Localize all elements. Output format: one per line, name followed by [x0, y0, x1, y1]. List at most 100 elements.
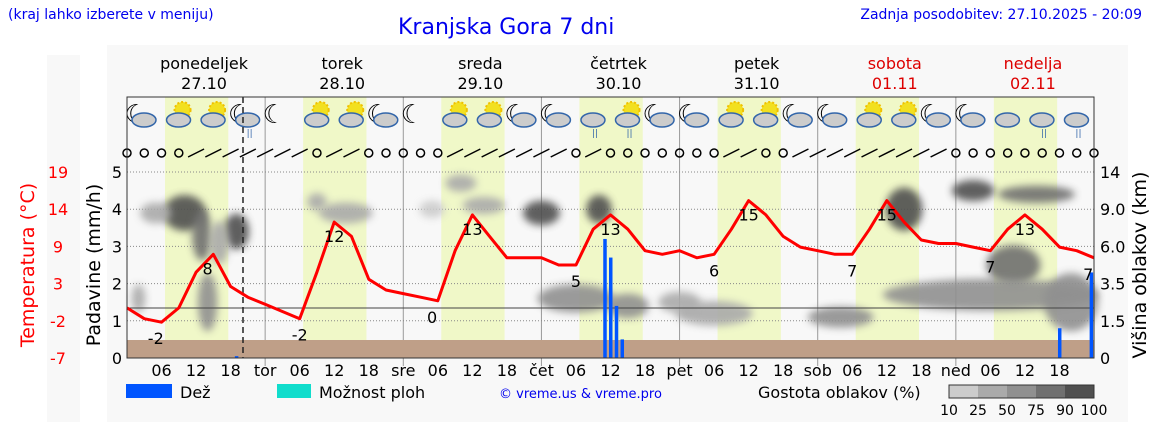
moon-cloud-icon: ☾ [815, 100, 848, 130]
wind-barb-icon [930, 148, 947, 158]
day-short-label: pet [666, 361, 692, 380]
cloud-icon [614, 112, 641, 128]
sun-cloud-icon [856, 101, 883, 128]
day-short-label: sre [391, 361, 415, 380]
sun-cloud-icon [165, 101, 192, 128]
sun-cloud-icon [891, 101, 917, 128]
density-tick: 75 [1027, 403, 1045, 419]
moon-cloud-icon: ☾ [953, 100, 986, 130]
hour-tick-label: 12 [324, 361, 344, 380]
wind-barb-icon [861, 148, 878, 158]
precipitation-bar [609, 257, 613, 358]
cloud-blob [197, 273, 218, 332]
temperature-label: 13 [1015, 220, 1035, 239]
day-name: sreda [458, 54, 502, 73]
wind-barb-icon [584, 148, 602, 158]
density-swatch [978, 385, 1007, 398]
day-name: sobota [868, 54, 922, 73]
wind-calm-icon [1037, 148, 1047, 158]
moon-cloud-icon: ☾ [366, 100, 399, 130]
menu-hint: (kraj lahko izberete v meniju) [8, 7, 214, 23]
wind-barb-icon [187, 148, 205, 158]
cloud-blob [537, 284, 615, 313]
precipitation-bar [603, 238, 607, 358]
temperature-line [126, 199, 1095, 324]
temperature-label: 15 [738, 206, 758, 225]
cloud-icon [338, 112, 364, 128]
wind-barb-icon [826, 148, 844, 158]
sun-rain-icon: || [614, 101, 641, 139]
cloud-icon [511, 112, 537, 128]
temp-tick: -2 [50, 312, 66, 331]
temp-tick: 9 [53, 237, 63, 256]
temperature-label: 0 [427, 308, 437, 327]
wind-calm-icon [398, 148, 409, 158]
precipitation-bar [614, 305, 619, 358]
precipitation-bar [1089, 272, 1094, 358]
cloud-icon [1063, 112, 1090, 128]
hour-tick-label: 12 [600, 361, 620, 380]
wind-calm-icon [674, 148, 685, 158]
precip-axis-label: Padavine (mm/h) [83, 184, 105, 347]
wind-calm-icon [381, 148, 391, 158]
precip-tick: 1 [112, 312, 122, 331]
wind-calm-icon [985, 148, 996, 158]
hour-tick-label: 06 [704, 361, 724, 380]
wind-barb-icon [515, 148, 533, 158]
density-tick: 90 [1056, 403, 1074, 419]
sun-cloud-icon [476, 101, 503, 128]
sun-cloud-icon [303, 101, 330, 128]
moon-cloud-icon: ☾ [504, 100, 537, 130]
hour-tick-label: 12 [877, 361, 897, 380]
wind-calm-icon [1054, 148, 1065, 158]
hour-tick-label: 18 [220, 361, 240, 380]
density-tick: 10 [940, 403, 958, 419]
density-tick: 100 [1081, 403, 1108, 419]
cloud-blob [586, 195, 612, 224]
temperature-label: -2 [292, 326, 308, 345]
moon-cloud-icon: ☾ [677, 100, 710, 130]
hour-tick-label: 18 [497, 361, 517, 380]
temperature-label: 7 [1083, 265, 1093, 284]
cloud-icon [925, 112, 952, 128]
cloud-blob [1043, 273, 1098, 332]
cloud-blob [885, 187, 923, 231]
cloud-icon [683, 112, 710, 128]
cloud-icon [821, 112, 848, 128]
cloud-blob [658, 291, 701, 313]
wind-barb-icon [464, 148, 481, 158]
temp-tick: -7 [50, 349, 66, 368]
precipitation-bar [234, 356, 239, 358]
temperature-label: 7 [847, 261, 857, 280]
moon-icon: ☾ [262, 100, 285, 130]
precip-tick: 4 [112, 200, 122, 219]
day-date: 29.10 [457, 74, 503, 93]
density-tick: 50 [998, 403, 1016, 419]
cloud-blob [445, 174, 477, 192]
temperature-label: 15 [877, 206, 897, 225]
wind-barb-icon [878, 148, 896, 158]
wind-barb-icon [792, 148, 809, 158]
moon-cloud-icon: ☾ [642, 100, 675, 130]
cloud-icon [131, 112, 157, 128]
wind-calm-icon [605, 148, 616, 158]
temperature-label: 8 [202, 259, 212, 278]
rain-drops-icon: || [1041, 129, 1047, 139]
precip-tick: 2 [112, 275, 122, 294]
cloud-height-tick: 14 [1100, 163, 1120, 182]
credit-link[interactable]: © vreme.us & vreme.pro [499, 387, 662, 402]
cloud-icon [856, 112, 882, 128]
day-date: 28.10 [319, 74, 365, 93]
wind-barb-icon [291, 148, 309, 158]
wind-calm-icon [692, 148, 702, 158]
cloud-blob [318, 202, 373, 224]
cloud-icon [200, 112, 226, 128]
wind-calm-icon [951, 148, 961, 158]
cloud-height-tick: 0 [1100, 349, 1110, 368]
wind-calm-icon [709, 148, 719, 158]
day-short-label: sob [804, 361, 832, 380]
cloud-blob [131, 284, 146, 313]
temperature-label: -2 [148, 329, 164, 348]
legend-density-label: Gostota oblakov (%) [758, 383, 921, 402]
daylight-band [303, 97, 367, 358]
